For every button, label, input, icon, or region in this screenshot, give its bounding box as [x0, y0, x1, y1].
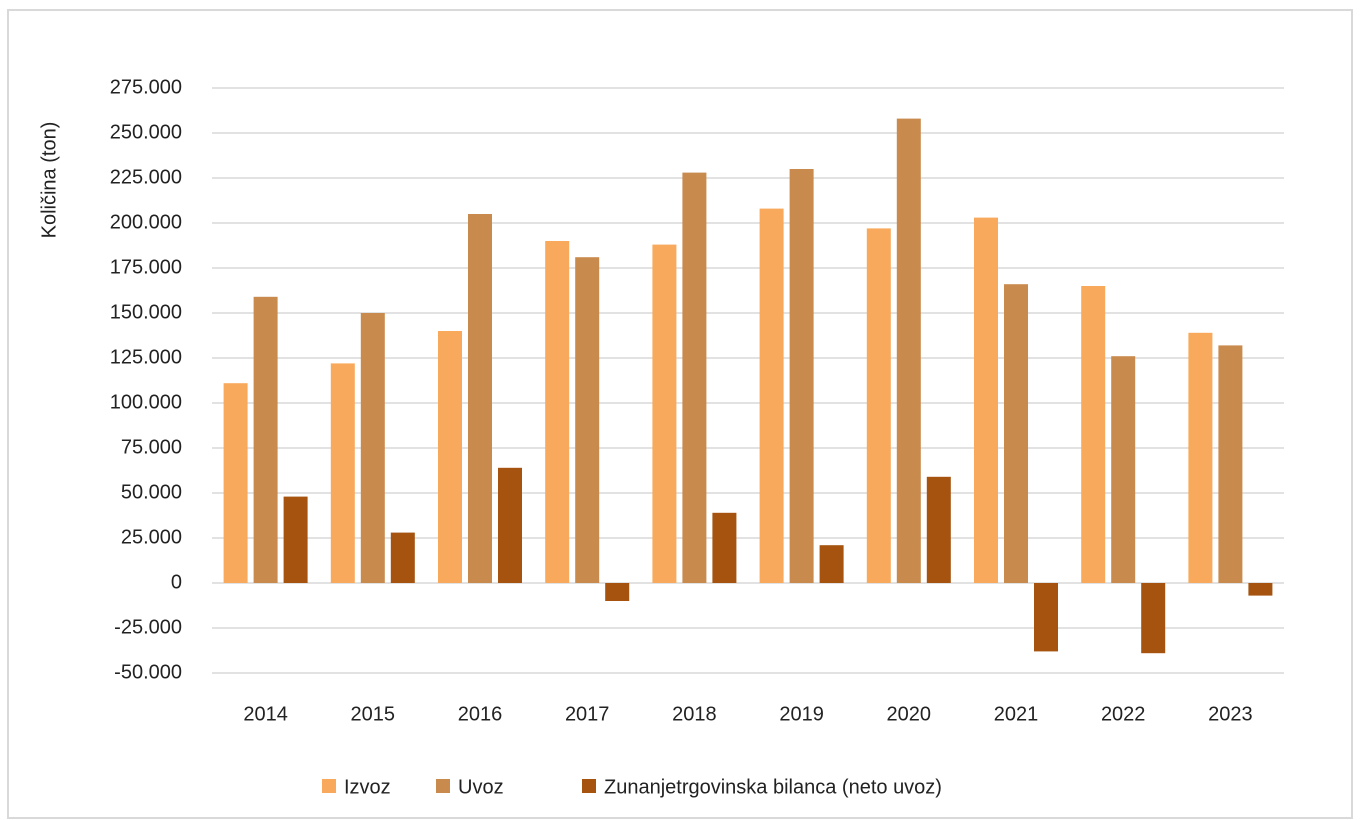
y-tick-label: 225.000	[110, 166, 182, 188]
bar	[330, 363, 355, 583]
x-tick-label: 2023	[1208, 703, 1253, 725]
bar	[605, 583, 630, 601]
x-tick-label: 2015	[351, 703, 396, 725]
legend-label: Zunanjetrgovinska bilanca (neto uvoz)	[604, 776, 942, 798]
legend-swatch	[436, 779, 450, 793]
bar	[819, 545, 844, 583]
y-tick-label: 125.000	[110, 346, 182, 368]
x-tick-label: 2018	[672, 703, 717, 725]
legend-swatch	[322, 779, 336, 793]
legend-swatch	[582, 779, 596, 793]
bar	[390, 532, 415, 583]
y-tick-label: 250.000	[110, 121, 182, 143]
x-tick-label: 2014	[243, 703, 288, 725]
bar	[360, 313, 385, 583]
bar	[545, 241, 570, 583]
y-tick-label: 50.000	[121, 481, 182, 503]
legend-label: Izvoz	[344, 776, 391, 798]
bar	[468, 214, 492, 583]
bar	[498, 467, 522, 583]
bar	[575, 257, 600, 583]
y-tick-label: -25.000	[114, 616, 182, 638]
y-axis-label: Količina (ton)	[38, 122, 60, 239]
y-tick-label: 75.000	[121, 436, 182, 458]
x-tick-label: 2019	[779, 703, 824, 725]
bar	[253, 296, 278, 583]
bar	[974, 217, 998, 583]
bar	[682, 172, 707, 583]
bar	[1111, 356, 1136, 583]
x-tick-label: 2022	[1101, 703, 1146, 725]
y-tick-label: 150.000	[110, 301, 182, 323]
y-tick-label: 175.000	[110, 256, 182, 278]
x-tick-label: 2021	[994, 703, 1039, 725]
x-tick-label: 2020	[887, 703, 932, 725]
bar	[1188, 332, 1213, 583]
y-tick-label: 200.000	[110, 211, 182, 233]
y-tick-label: 100.000	[110, 391, 182, 413]
y-tick-label: 0	[171, 571, 182, 593]
legend-label: Uvoz	[458, 776, 504, 798]
x-tick-label: 2017	[565, 703, 610, 725]
y-tick-label: 275.000	[110, 76, 182, 98]
bar	[926, 476, 951, 583]
bar	[438, 331, 462, 583]
bar	[789, 169, 814, 583]
bar	[866, 228, 891, 583]
bar	[1141, 583, 1166, 654]
chart-border	[7, 9, 1353, 819]
x-tick-label: 2016	[458, 703, 503, 725]
bar	[652, 244, 677, 583]
bar	[1004, 284, 1028, 583]
bar	[1218, 345, 1243, 583]
bar	[896, 118, 921, 583]
bar	[759, 208, 784, 583]
y-tick-label: -50.000	[114, 661, 182, 683]
bar	[712, 512, 737, 583]
bar	[1248, 583, 1273, 596]
y-tick-label: 25.000	[121, 526, 182, 548]
bar	[1081, 286, 1106, 583]
bar	[1034, 583, 1058, 652]
bar	[223, 383, 248, 583]
bar	[283, 496, 308, 583]
